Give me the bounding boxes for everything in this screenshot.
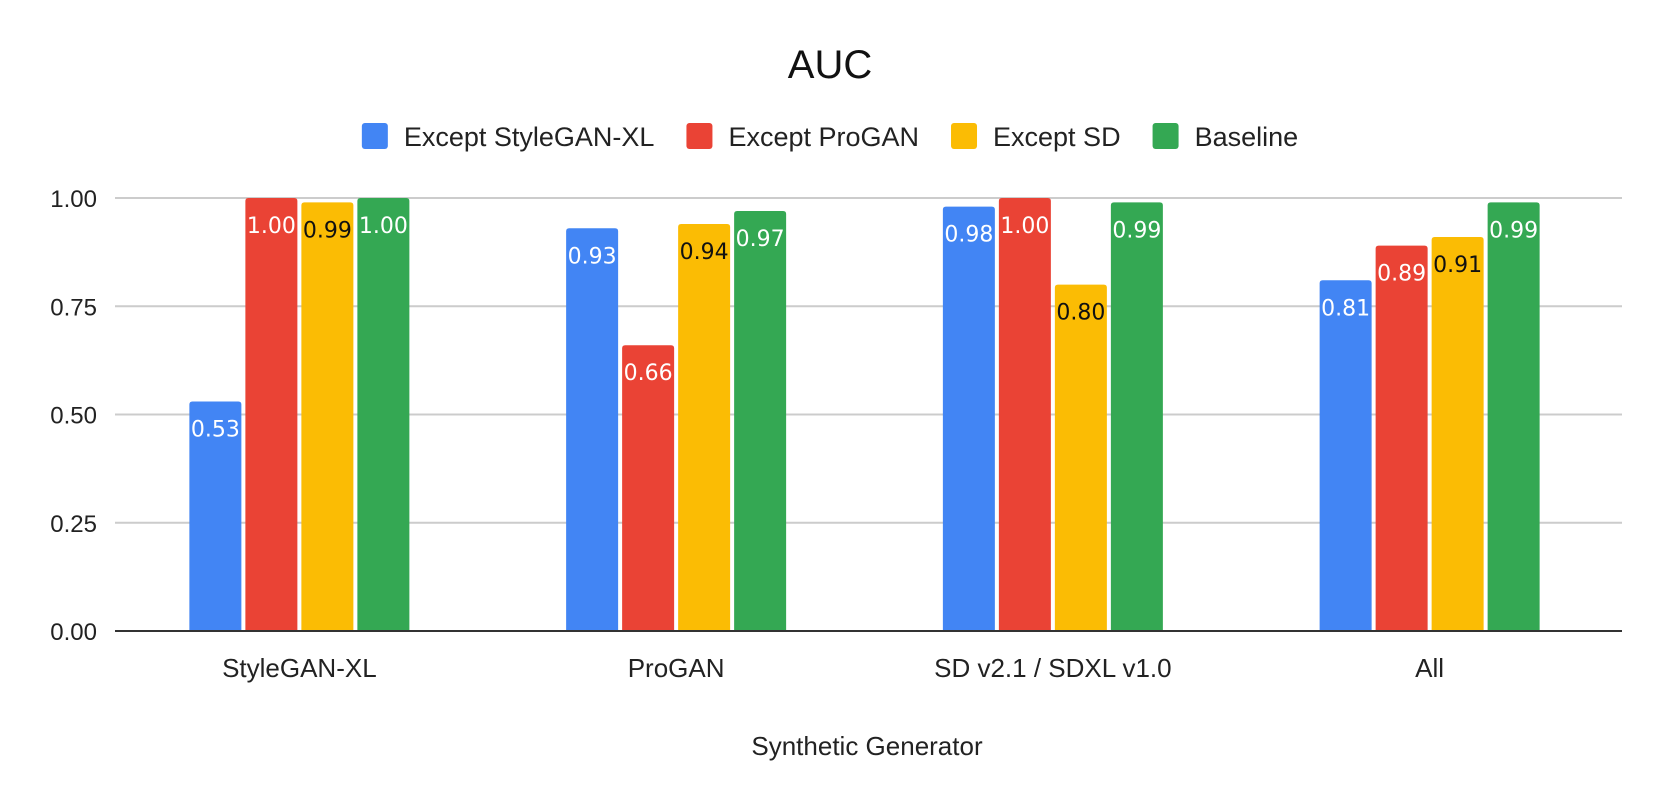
legend-label: Except StyleGAN-XL [404, 122, 655, 152]
bar-except-sd-stylegan-xl [301, 202, 354, 631]
legend-item: Except StyleGAN-XL [361, 122, 655, 152]
x-tick-label: ProGAN [628, 653, 725, 683]
data-label: 0.89 [1377, 262, 1426, 287]
legend: Except StyleGAN-XL Except ProGAN Except SD… [361, 122, 1299, 152]
x-axis-title: Synthetic Generator [751, 731, 983, 761]
bar-except-sd-all [1431, 236, 1484, 631]
x-tick-label: SD v2.1 / SDXL v1.0 [934, 653, 1171, 683]
y-tick-label: 0.50 [50, 403, 97, 430]
legend-item: Except SD [951, 122, 1121, 152]
data-label: 1.00 [359, 214, 408, 239]
y-tick-label: 1.00 [50, 186, 97, 213]
y-tick-label: 0.25 [50, 511, 97, 538]
bars [189, 198, 1540, 632]
data-label: 0.53 [191, 418, 240, 443]
y-tick-label: 0.00 [50, 619, 97, 646]
y-tick-label: 0.75 [50, 294, 97, 321]
x-axis-ticks: StyleGAN-XL ProGAN SD v2.1 / SDXL v1.0 All [222, 653, 1444, 683]
bar-except-sd-sd-v2-1-sdxl-v1-0 [1054, 284, 1107, 631]
data-label: 0.97 [736, 227, 785, 252]
legend-swatch [361, 123, 388, 149]
bar-baseline-stylegan-xl [357, 198, 410, 631]
x-tick-label: StyleGAN-XL [222, 653, 377, 683]
data-labels: 0.53 1.00 0.99 1.00 0.93 0.66 0.94 0.97 0.98 1.00… [191, 214, 1538, 443]
bar-except-stylegan-xl-stylegan-xl [189, 401, 242, 631]
legend-swatch [1152, 123, 1179, 149]
bar-baseline-progan [734, 210, 787, 632]
bar-except-stylegan-xl-all [1319, 280, 1372, 631]
data-label: 0.80 [1056, 301, 1105, 326]
data-label: 0.99 [303, 218, 352, 243]
legend-item: Baseline [1152, 122, 1299, 152]
bar-except-progan-all [1375, 245, 1428, 631]
data-label: 1.00 [247, 214, 296, 239]
legend-label: Baseline [1195, 122, 1299, 152]
legend-item: Except ProGAN [686, 122, 919, 152]
bar-baseline-sd-v2-1-sdxl-v1-0 [1110, 202, 1163, 631]
bar-except-progan-stylegan-xl [245, 198, 298, 631]
bar-baseline-all [1487, 202, 1540, 631]
legend-swatch [686, 123, 713, 149]
data-label: 0.94 [680, 240, 729, 265]
data-label: 0.98 [944, 223, 993, 248]
bar-except-progan-sd-v2-1-sdxl-v1-0 [998, 198, 1051, 631]
legend-label: Except ProGAN [728, 122, 919, 152]
data-label: 0.99 [1112, 218, 1161, 243]
data-label: 0.93 [568, 244, 617, 269]
bar-except-sd-progan [678, 223, 731, 632]
legend-swatch [951, 123, 978, 149]
legend-label: Except SD [993, 122, 1121, 152]
data-label: 0.99 [1489, 218, 1538, 243]
bar-except-stylegan-xl-progan [566, 228, 619, 631]
data-label: 1.00 [1000, 214, 1049, 239]
x-tick-label: All [1415, 653, 1444, 683]
data-label: 0.81 [1321, 296, 1370, 321]
data-label: 0.66 [624, 361, 673, 386]
y-axis-ticks: 0.00 0.25 0.50 0.75 1.00 [50, 186, 97, 646]
bar-except-progan-progan [622, 345, 675, 631]
chart-title: AUC [788, 43, 872, 87]
bar-except-stylegan-xl-sd-v2-1-sdxl-v1-0 [942, 206, 995, 631]
data-label: 0.91 [1433, 253, 1482, 278]
